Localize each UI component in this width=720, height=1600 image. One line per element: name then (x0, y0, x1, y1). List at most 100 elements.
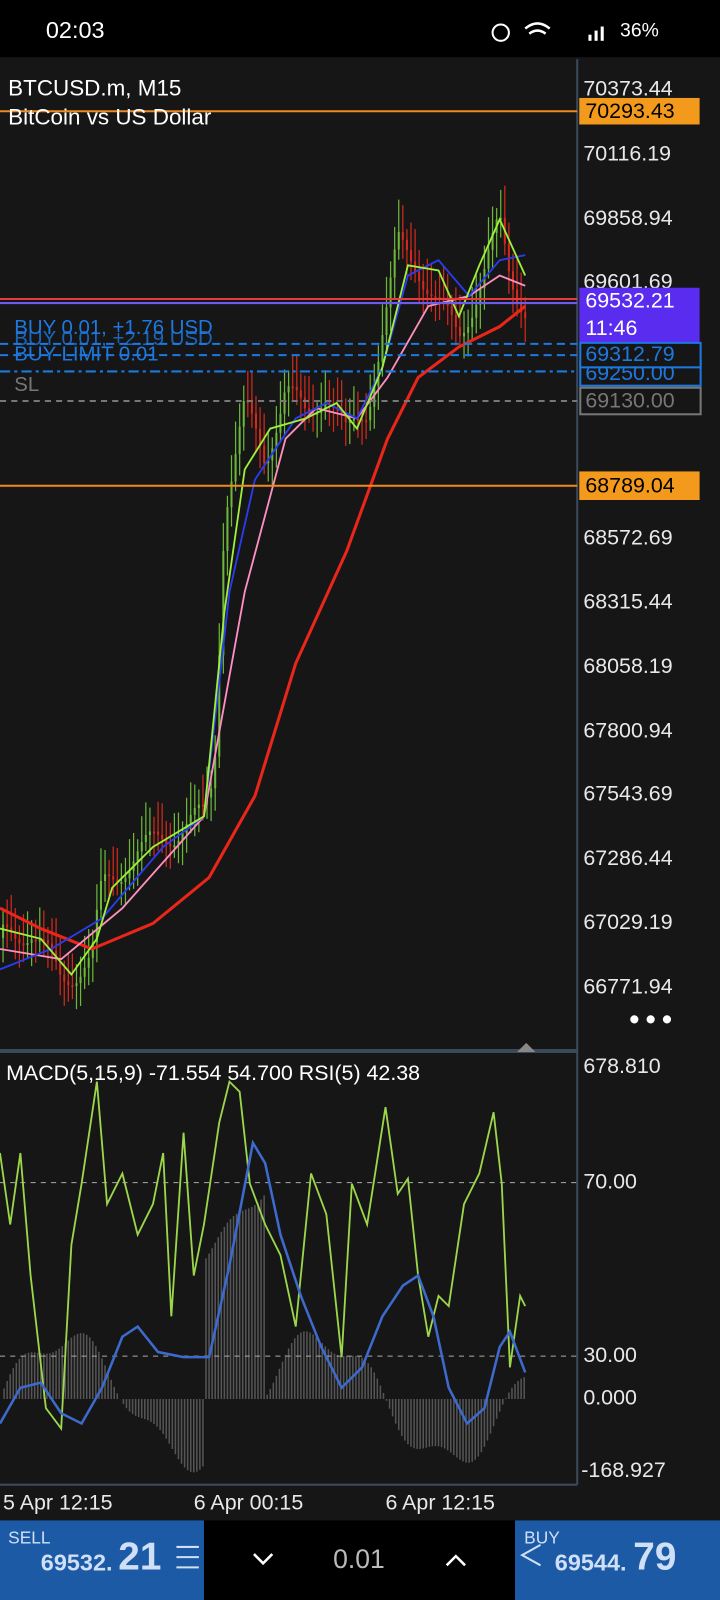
menu-dot[interactable] (630, 1015, 639, 1024)
candle-body (520, 302, 523, 313)
buy-price: 69544. (555, 1549, 627, 1575)
candle-body (214, 756, 217, 789)
order-label: BUY 0.01, +2.19 USD (14, 328, 213, 350)
menu-dot[interactable] (662, 1015, 672, 1024)
volume-up[interactable] (445, 1554, 466, 1567)
candle-body (140, 842, 143, 852)
candle-body (299, 390, 302, 398)
candle-body (46, 940, 49, 944)
battery-level: 36% (620, 20, 659, 42)
indicator-label: MACD(5,15,9) -71.554 54.700 RSI(5) 42.38 (6, 1061, 420, 1085)
buy-button[interactable] (515, 1520, 720, 1600)
candle-body (475, 304, 478, 318)
indicator-axis-label: 70.00 (583, 1169, 637, 1193)
candle-body (450, 305, 453, 315)
price-axis-label: 68572.69 (583, 525, 672, 549)
price-tag-text: 70293.43 (585, 99, 674, 123)
candle-body (422, 280, 425, 290)
candle-body (173, 845, 176, 848)
candle-body (95, 909, 98, 943)
clock: 02:03 (46, 17, 105, 43)
candle-body (279, 413, 282, 433)
candle-body (124, 878, 127, 882)
price-tag (579, 97, 700, 125)
candle-body (144, 834, 147, 843)
alarm-icon (491, 23, 510, 42)
ma-blue (0, 254, 526, 971)
candle-body (381, 335, 384, 362)
candle-body (340, 410, 343, 416)
candle-body (409, 250, 413, 262)
candle-body (112, 876, 115, 880)
signal-icon (594, 30, 598, 41)
countdown: 11:46 (585, 316, 637, 340)
buy-price-big: 79 (633, 1535, 676, 1578)
candle-body (369, 406, 372, 421)
ma-green (0, 217, 527, 976)
sell-price-big: 21 (118, 1535, 161, 1578)
symbol: BTCUSD.m, M15 (8, 76, 181, 101)
candle-body (434, 296, 437, 299)
candle-body (226, 507, 229, 552)
candle-body (165, 839, 168, 844)
candle-body (263, 445, 266, 464)
price-axis-label: 67029.19 (583, 910, 672, 934)
candle-body (38, 939, 41, 942)
time-label: 5 Apr 12:15 (3, 1491, 112, 1515)
volume[interactable]: 0.01 (333, 1544, 385, 1574)
signal-icon (600, 26, 604, 41)
price-axis-label: 67286.44 (583, 846, 672, 870)
price-axis-label: 67543.69 (583, 782, 672, 806)
candle-body (516, 289, 519, 303)
price-tag (579, 287, 700, 343)
candle-body (234, 454, 237, 482)
candle-body (50, 943, 54, 951)
candle-body (275, 432, 278, 449)
candle-body (393, 249, 396, 278)
candle-body (291, 386, 294, 389)
menu-icon[interactable] (176, 1545, 199, 1569)
candle-body (10, 927, 13, 933)
candle-body (467, 327, 470, 333)
candle-body (128, 871, 131, 879)
price-tag (579, 341, 702, 369)
candle-body (324, 402, 327, 410)
price-tag-text: 69532.21 (585, 289, 674, 313)
candle-body (312, 412, 315, 415)
order-label: BUY 0.01, +1.76 USD (14, 317, 213, 339)
candle-body (385, 307, 388, 336)
candle-body (307, 408, 311, 413)
candle-body (254, 413, 257, 429)
candle-body (230, 481, 233, 508)
candle-body (201, 804, 204, 807)
candle-body (104, 874, 107, 881)
time-label: 6 Apr 12:15 (385, 1491, 494, 1515)
candle-body (222, 551, 225, 656)
candle-body (487, 249, 490, 269)
candle-body (242, 400, 245, 427)
candle-body (397, 232, 400, 250)
pane-handle[interactable] (517, 1042, 536, 1053)
candle-body (99, 880, 102, 910)
candle-body (463, 332, 466, 337)
description: BitCoin vs US Dollar (8, 104, 212, 129)
price-tag (579, 386, 702, 416)
candle-body (356, 418, 359, 421)
candle-body (108, 874, 111, 877)
candle-body (34, 939, 37, 942)
candle-body (418, 271, 421, 281)
candle-body (401, 232, 404, 240)
price-axis-label: 68058.19 (583, 654, 672, 678)
candle-body (26, 943, 29, 946)
candle-body (471, 317, 474, 328)
candle-body (250, 401, 253, 414)
sell-button[interactable] (0, 1520, 204, 1600)
candle-body (63, 974, 66, 982)
volume-down[interactable] (253, 1553, 274, 1566)
buy-label: BUY (524, 1527, 560, 1547)
back-icon[interactable] (520, 1544, 542, 1567)
candle-body (524, 312, 527, 319)
menu-dot[interactable] (646, 1015, 655, 1024)
